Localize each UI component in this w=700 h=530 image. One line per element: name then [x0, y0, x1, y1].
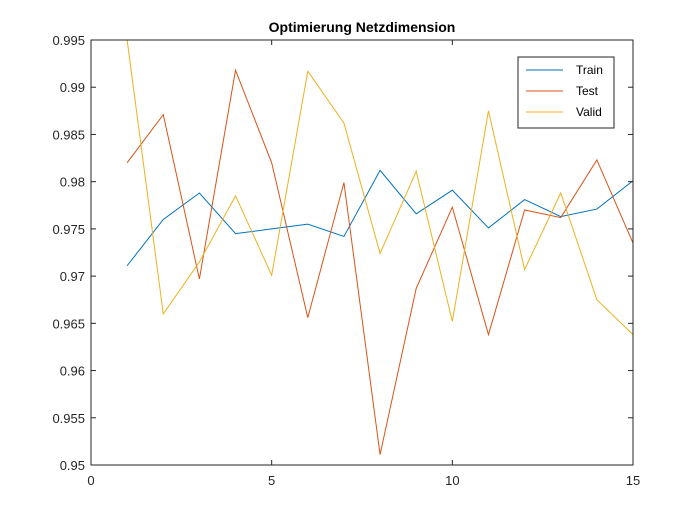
legend-label-test: Test [576, 84, 599, 98]
y-tick-label: 0.99 [60, 80, 85, 95]
y-tick-label: 0.96 [60, 364, 85, 379]
x-tick-label: 15 [626, 473, 640, 488]
series-layer [126, 39, 634, 455]
y-tick-label: 0.985 [52, 127, 85, 142]
y-tick-label: 0.95 [60, 458, 85, 473]
legend-label-valid: Valid [576, 105, 602, 119]
axes-box [90, 39, 634, 466]
chart-title: Optimierung Netzdimension [269, 19, 456, 35]
legend-label-train: Train [576, 63, 603, 77]
x-tick-label: 10 [445, 473, 459, 488]
y-tick-label: 0.965 [52, 316, 85, 331]
legend-box [517, 56, 615, 129]
x-tick-label: 5 [268, 473, 275, 488]
tick-layer: 0 5 10 15 0.95 0.955 0.96 0.965 0.97 0.975 0.98 0.9… [52, 33, 640, 488]
y-tick-label: 0.98 [60, 175, 85, 190]
y-tick-label: 0.955 [52, 411, 85, 426]
y-tick-label: 0.975 [52, 222, 85, 237]
y-tick-label: 0.97 [60, 269, 85, 284]
series-line-valid [126, 39, 634, 336]
legend: Train Test Valid [517, 56, 615, 129]
x-tick-label: 0 [87, 473, 94, 488]
series-line-test [126, 68, 634, 455]
y-tick-label: 0.995 [52, 33, 85, 48]
